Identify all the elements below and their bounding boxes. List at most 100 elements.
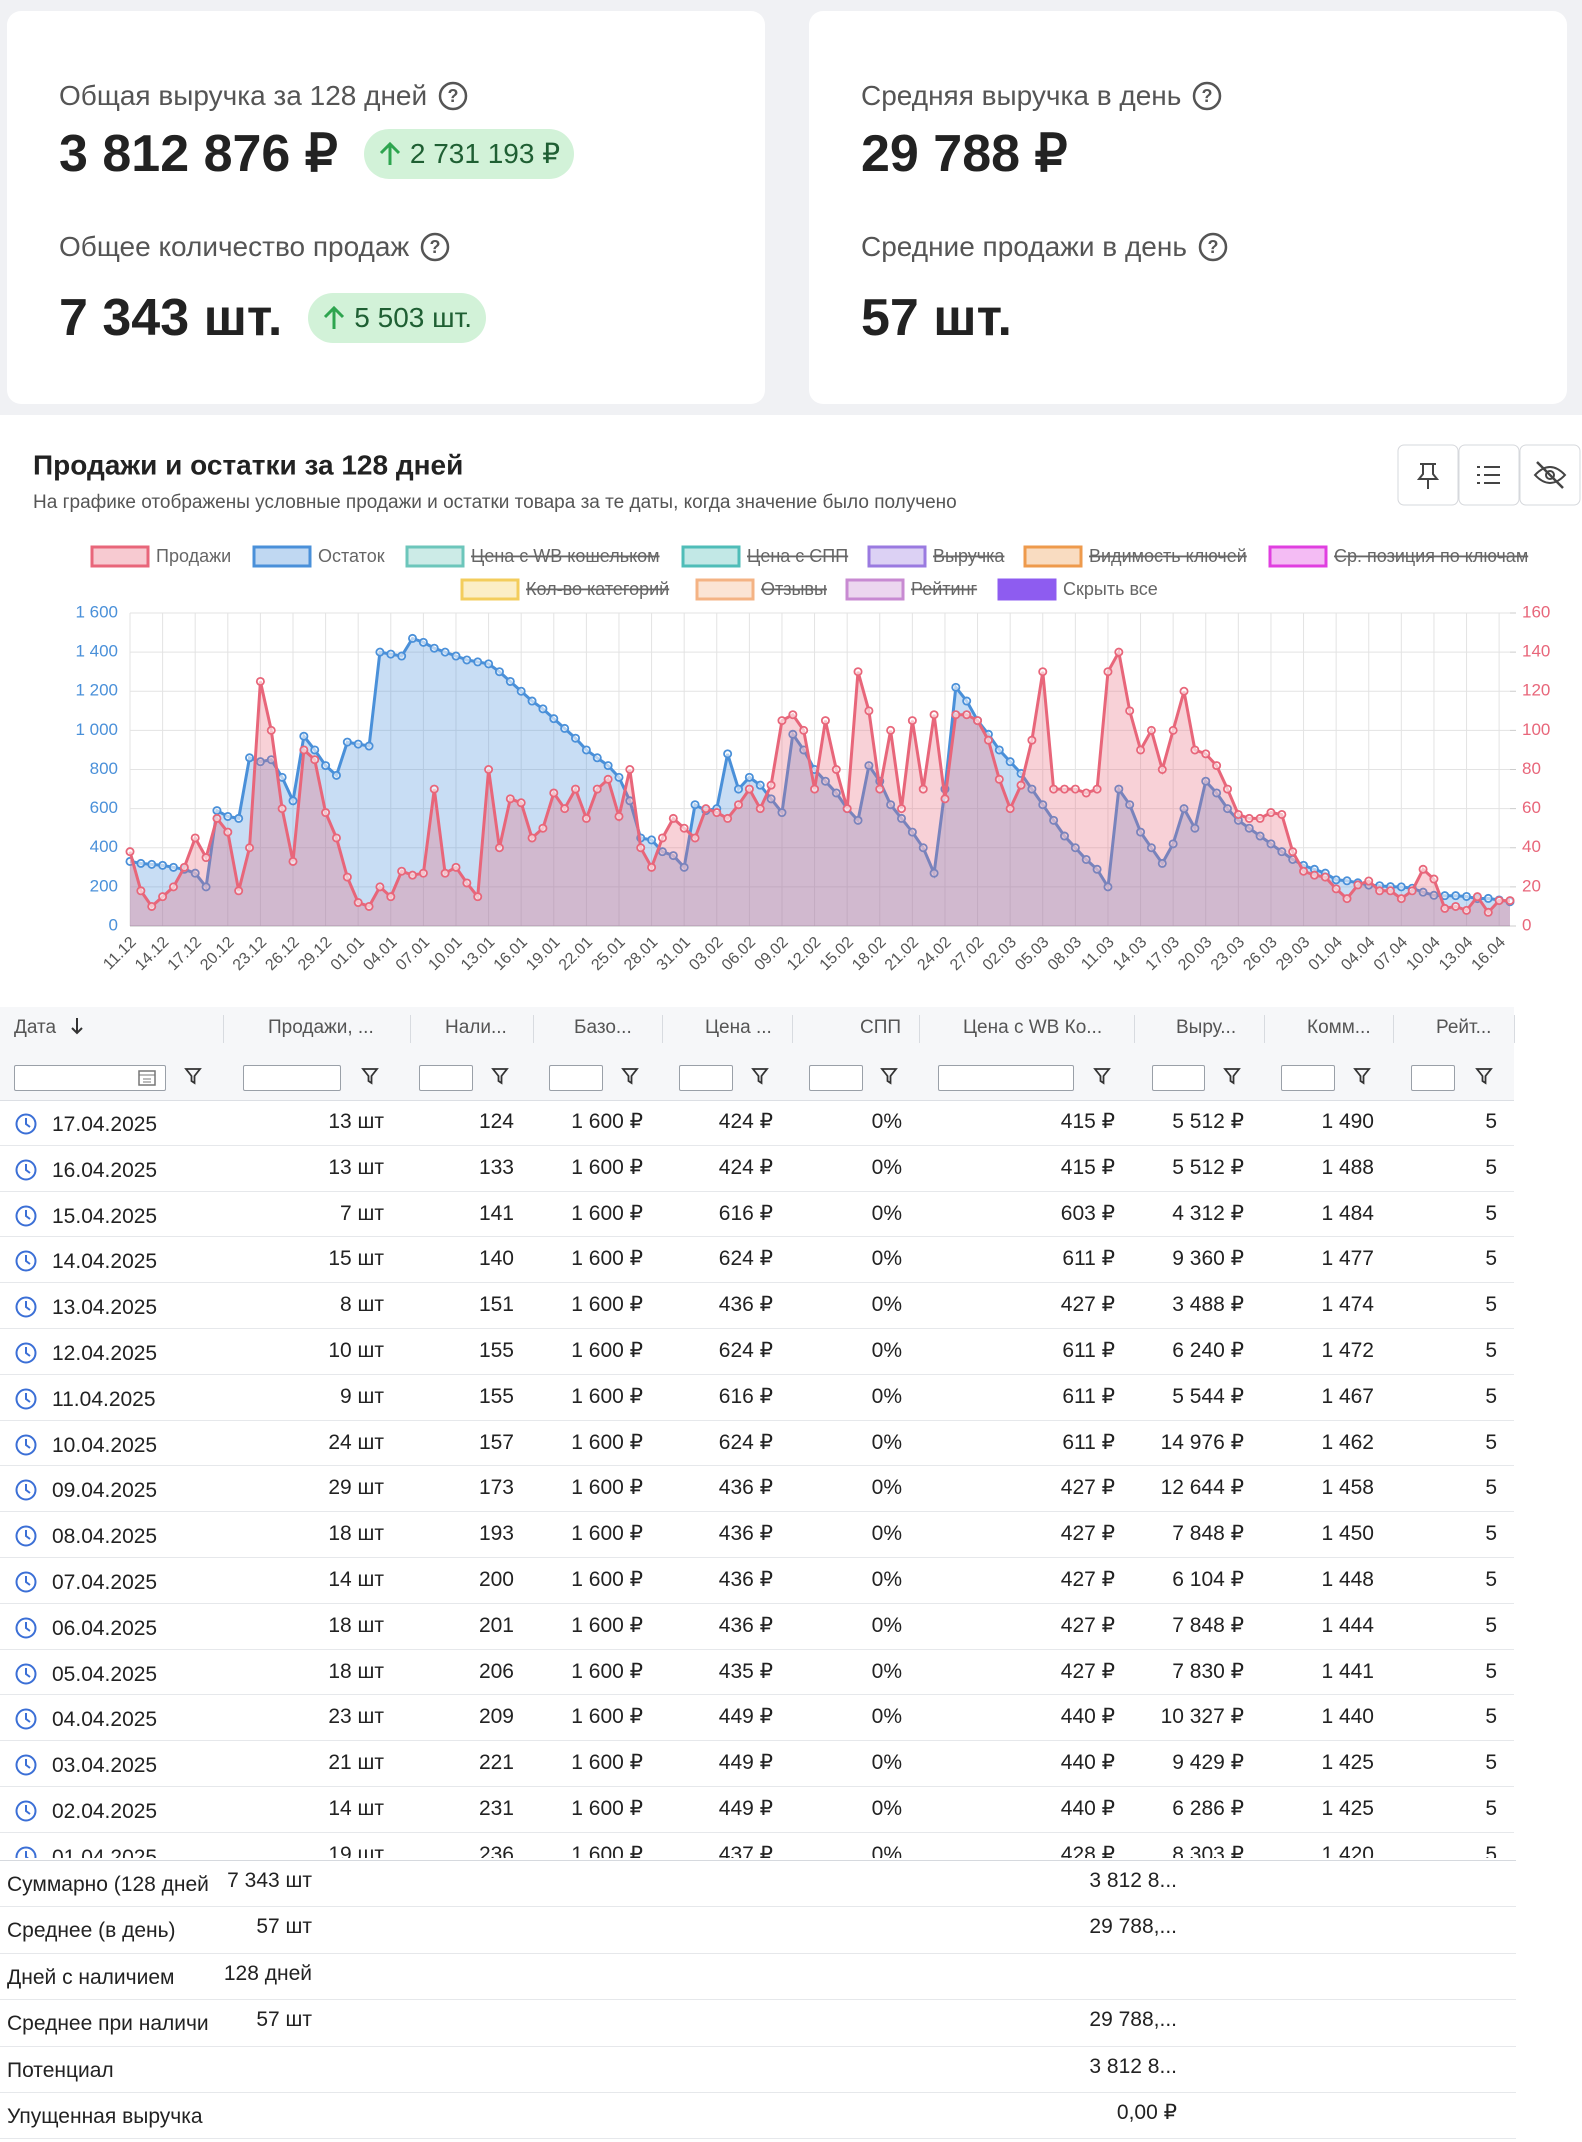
- summary-label: Дней с наличием: [7, 1965, 175, 1989]
- filter-icon[interactable]: [880, 1066, 898, 1086]
- point: [1027, 784, 1037, 794]
- metric-value-text: 7 343 шт.: [59, 289, 283, 347]
- x-tick-label: 09.02: [751, 934, 791, 974]
- table-row[interactable]: [0, 1604, 1514, 1650]
- table-cell: 231: [478, 1797, 514, 1820]
- column-header[interactable]: Цена ...: [705, 1017, 772, 1038]
- column-header[interactable]: СПП: [860, 1017, 902, 1038]
- table-row[interactable]: [0, 1237, 1514, 1284]
- help-icon[interactable]: ?: [437, 80, 469, 112]
- filter-input[interactable]: [679, 1065, 733, 1091]
- help-icon[interactable]: ?: [419, 231, 451, 263]
- table-row[interactable]: [0, 1146, 1514, 1192]
- chart-subtitle: На графике отображены условные продажи и…: [33, 492, 957, 513]
- column-header[interactable]: Базо...: [574, 1017, 632, 1038]
- table-cell: 449 ₽: [718, 1797, 773, 1820]
- filter-icon[interactable]: [1223, 1066, 1241, 1086]
- filter-input[interactable]: [938, 1065, 1074, 1091]
- column-separator: [1393, 1015, 1394, 1043]
- column-header[interactable]: Выру...: [1176, 1017, 1237, 1038]
- table-row[interactable]: [0, 1650, 1514, 1696]
- point: [1505, 896, 1515, 906]
- table-cell: 1 600 ₽: [571, 1842, 643, 1858]
- point: [1114, 784, 1124, 794]
- filter-icon[interactable]: [491, 1066, 509, 1086]
- clock-icon: [14, 1570, 38, 1594]
- legend-item[interactable]: Видимость ключей: [1023, 545, 1247, 568]
- change-badge: 5 503 шт.: [308, 293, 487, 343]
- legend-item[interactable]: Рейтинг: [845, 578, 978, 601]
- legend-item[interactable]: Кол-во категорий: [460, 578, 669, 601]
- filter-icon[interactable]: [621, 1066, 639, 1086]
- x-tick-label: 12.02: [784, 934, 824, 974]
- legend-item[interactable]: Остаток: [252, 545, 385, 568]
- hide-button[interactable]: [1519, 444, 1581, 506]
- point: [929, 710, 939, 720]
- legend-label: Цена с WB кошельком: [471, 546, 660, 566]
- legend-item[interactable]: Ср. позиция по ключам: [1268, 545, 1528, 568]
- legend-label: Остаток: [318, 546, 385, 566]
- table-row[interactable]: [0, 1695, 1514, 1742]
- filter-icon[interactable]: [1475, 1066, 1493, 1086]
- column-header[interactable]: Комм...: [1307, 1017, 1371, 1038]
- filter-icon[interactable]: [1093, 1066, 1111, 1086]
- filter-icon[interactable]: [1353, 1066, 1371, 1086]
- legend-item[interactable]: Выручка: [867, 545, 1005, 568]
- point: [864, 761, 874, 771]
- column-header[interactable]: Нали...: [445, 1017, 507, 1038]
- table-row[interactable]: [0, 1558, 1514, 1604]
- point: [831, 788, 841, 798]
- table-row[interactable]: [0, 1100, 1514, 1146]
- table-row[interactable]: [0, 1375, 1514, 1421]
- legend-item[interactable]: Отзывы: [695, 578, 827, 601]
- table-row[interactable]: [0, 1787, 1514, 1833]
- filter-icon[interactable]: [361, 1066, 379, 1086]
- table-row[interactable]: [0, 1466, 1514, 1513]
- svg-text:?: ?: [448, 86, 459, 106]
- filter-input[interactable]: [549, 1065, 603, 1091]
- list-button[interactable]: [1458, 444, 1520, 506]
- filter-icon[interactable]: [184, 1066, 202, 1086]
- table-row[interactable]: [0, 1192, 1514, 1238]
- filter-input[interactable]: [1152, 1065, 1205, 1091]
- point: [810, 784, 820, 794]
- filter-icon[interactable]: [751, 1066, 769, 1086]
- filter-input[interactable]: [1281, 1065, 1335, 1091]
- legend-item[interactable]: Скрыть все: [997, 578, 1158, 601]
- table-row[interactable]: [0, 1283, 1514, 1329]
- point: [451, 862, 461, 872]
- x-tick-label: 23.03: [1208, 934, 1248, 974]
- table-row[interactable]: [0, 1421, 1514, 1467]
- table-cell: 4 312 ₽: [1172, 1201, 1244, 1225]
- table-row[interactable]: [0, 1512, 1514, 1558]
- table-row[interactable]: [0, 1741, 1514, 1787]
- filter-input[interactable]: [1411, 1065, 1455, 1091]
- filter-input[interactable]: [243, 1065, 341, 1091]
- table-cell: 5: [1485, 1522, 1497, 1546]
- legend-item[interactable]: Продажи: [90, 545, 231, 568]
- table-cell: 436 ₽: [718, 1293, 773, 1317]
- x-tick-label: 17.03: [1143, 934, 1183, 974]
- point: [777, 716, 787, 726]
- y2-tick-label: 120: [1522, 681, 1550, 700]
- filter-input[interactable]: [14, 1065, 166, 1091]
- table-row[interactable]: [0, 1329, 1514, 1375]
- column-header[interactable]: Рейт...: [1436, 1017, 1492, 1038]
- summary-sales: 57 шт: [256, 1915, 312, 1939]
- y2-tick-label: 100: [1522, 720, 1550, 739]
- column-separator: [662, 1015, 663, 1043]
- point: [1483, 893, 1493, 903]
- y-tick-label: 600: [90, 798, 118, 817]
- help-icon[interactable]: ?: [1197, 231, 1229, 263]
- column-header[interactable]: Цена с WB Ко...: [963, 1017, 1103, 1038]
- column-header[interactable]: Продажи, ...: [268, 1017, 374, 1038]
- point: [353, 898, 363, 908]
- point: [223, 827, 233, 837]
- help-icon[interactable]: ?: [1191, 80, 1223, 112]
- legend-item[interactable]: Цена с WB кошельком: [405, 545, 660, 568]
- legend-item[interactable]: Цена с СПП: [681, 545, 848, 568]
- pin-button[interactable]: [1397, 444, 1459, 506]
- filter-input[interactable]: [809, 1065, 863, 1091]
- filter-input[interactable]: [419, 1065, 473, 1091]
- column-header[interactable]: Дата: [14, 1017, 57, 1038]
